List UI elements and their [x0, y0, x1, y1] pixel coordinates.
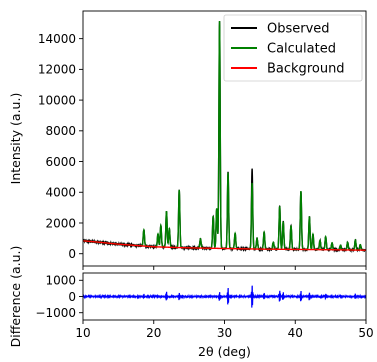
main-y-axis-label: Intensity (a.u.) [8, 93, 23, 185]
main-y-ticks: 0 2000 4000 6000 8000 10000 12000 14000 [38, 32, 83, 261]
x-tick-label: 20 [146, 326, 161, 340]
main-y-tick-label: 2000 [45, 216, 76, 230]
main-panel: 0 2000 4000 6000 8000 10000 12000 14000 Intensi… [8, 10, 367, 270]
difference-y-tick-label: −1000 [35, 306, 76, 320]
difference-y-ticks: −1000 0 1000 [35, 274, 83, 320]
main-y-tick-label: 10000 [38, 93, 76, 107]
series-difference-line [83, 285, 366, 308]
legend-label-background: Background [267, 62, 345, 77]
main-y-tick-label: 6000 [45, 155, 76, 169]
legend-entry-observed: Observed [231, 22, 330, 37]
main-y-tick-label: 0 [68, 247, 76, 261]
main-y-tick-label: 14000 [38, 32, 76, 46]
legend-label-calculated: Calculated [267, 42, 336, 57]
x-tick-label: 40 [288, 326, 303, 340]
series-background-line [83, 240, 366, 251]
x-tick-label: 10 [75, 326, 90, 340]
difference-y-tick-label: 1000 [45, 274, 76, 288]
difference-y-tick-label: 0 [68, 290, 76, 304]
legend-label-observed: Observed [267, 22, 330, 37]
main-plot-area [83, 21, 366, 254]
main-y-tick-label: 4000 [45, 186, 76, 200]
x-axis-label: 2θ (deg) [198, 344, 251, 359]
difference-plot-area [83, 285, 366, 308]
legend-box [223, 14, 363, 82]
x-tick-label: 50 [358, 326, 373, 340]
legend-entry-calculated: Calculated [231, 42, 336, 57]
main-x-ticks [82, 266, 367, 270]
main-y-tick-label: 12000 [38, 63, 76, 77]
x-tick-label: 30 [217, 326, 232, 340]
legend: Observed Calculated Background [223, 14, 363, 82]
difference-y-axis-label: Difference (a.u.) [8, 246, 23, 348]
difference-panel: 10 20 30 40 50 −1000 0 1000 Difference (a.u.) [8, 246, 374, 348]
difference-x-ticks: 10 20 30 40 50 [75, 320, 374, 340]
legend-entry-background: Background [231, 62, 345, 77]
main-y-tick-label: 8000 [45, 124, 76, 138]
